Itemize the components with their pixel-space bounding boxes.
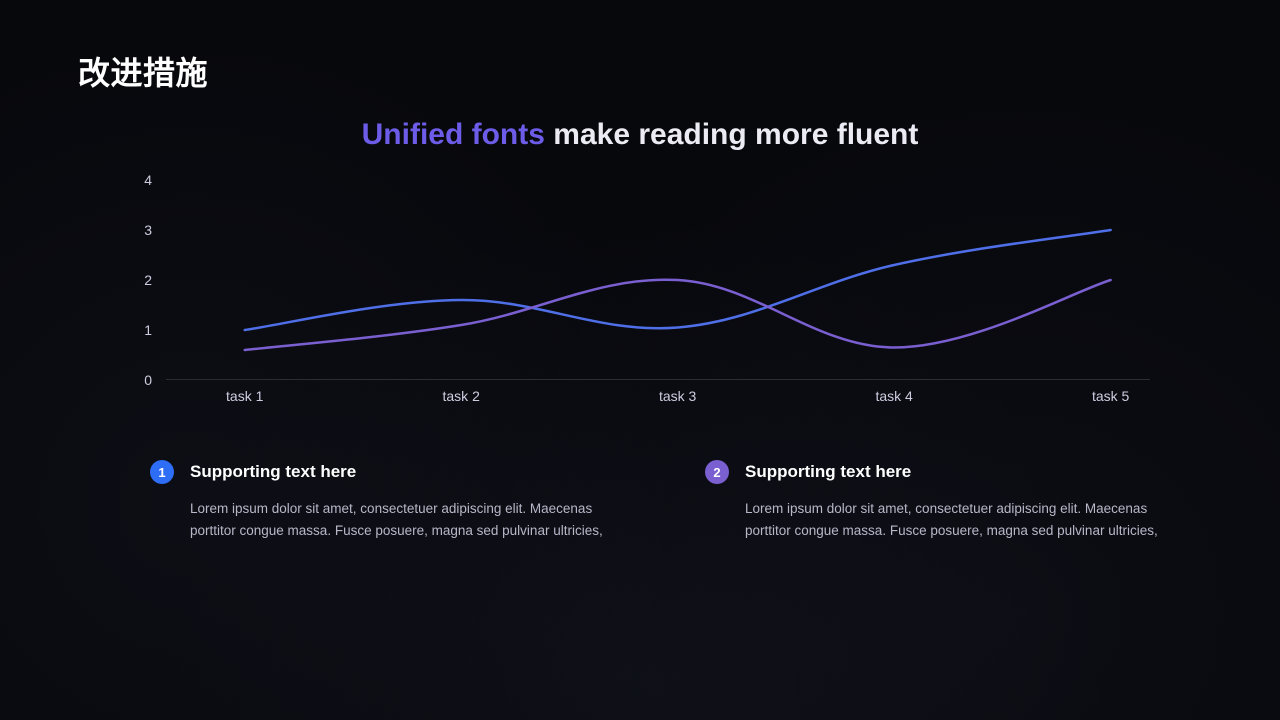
y-tick: 3 <box>144 222 152 238</box>
block-header: 1 Supporting text here <box>150 460 605 484</box>
number-badge: 2 <box>705 460 729 484</box>
block-title: Supporting text here <box>745 462 911 482</box>
block-body: Lorem ipsum dolor sit amet, consectetuer… <box>190 498 605 541</box>
line-chart: 01234 task 1task 2task 3task 4task 5 <box>130 180 1150 410</box>
x-tick: task 5 <box>1092 388 1129 404</box>
x-tick: task 1 <box>226 388 263 404</box>
y-tick: 4 <box>144 172 152 188</box>
x-tick: task 4 <box>875 388 912 404</box>
y-tick: 0 <box>144 372 152 388</box>
block-header: 2 Supporting text here <box>705 460 1160 484</box>
chart-lines-svg <box>166 180 1150 380</box>
y-tick: 2 <box>144 272 152 288</box>
subtitle-rest: make reading more fluent <box>545 118 918 151</box>
x-axis-line <box>166 379 1150 380</box>
plot-area <box>166 180 1150 380</box>
x-tick: task 3 <box>659 388 696 404</box>
x-axis-labels: task 1 task 2 task 3 task 4 task 5 <box>166 382 1150 410</box>
chart-line-series-purple <box>245 280 1111 350</box>
supporting-blocks: 1 Supporting text here Lorem ipsum dolor s… <box>150 460 1160 541</box>
supporting-block: 2 Supporting text here Lorem ipsum dolor s… <box>705 460 1160 541</box>
y-tick: 1 <box>144 322 152 338</box>
x-tick: task 2 <box>443 388 480 404</box>
number-badge: 1 <box>150 460 174 484</box>
subtitle-highlight: Unified fonts <box>362 118 545 151</box>
supporting-block: 1 Supporting text here Lorem ipsum dolor s… <box>150 460 605 541</box>
block-body: Lorem ipsum dolor sit amet, consectetuer… <box>745 498 1160 541</box>
subtitle: Unified fonts make reading more fluent <box>0 118 1280 152</box>
block-title: Supporting text here <box>190 462 356 482</box>
y-axis: 01234 <box>130 180 156 380</box>
page-title: 改进措施 <box>78 48 208 94</box>
